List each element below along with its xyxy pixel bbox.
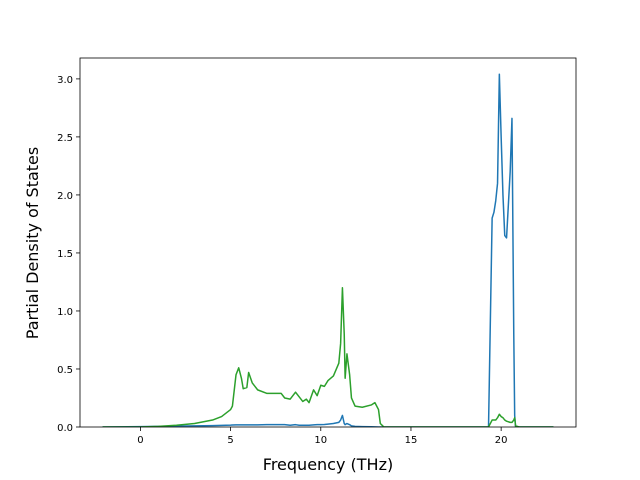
x-tick-label: 15 [405,435,418,446]
y-tick-label: 0.0 [57,423,73,434]
y-tick-label: 2.0 [57,191,73,202]
y-tick-label: 1.5 [57,249,73,260]
y-tick-label: 1.0 [57,307,73,318]
x-axis-label: Frequency (THz) [263,455,393,474]
y-tick-label: 0.5 [57,365,73,376]
y-axis-label: Partial Density of States [23,147,42,339]
x-tick-label: 0 [137,435,143,446]
x-tick-label: 10 [314,435,327,446]
y-tick-label: 3.0 [57,75,73,86]
plot-frame [79,57,577,428]
series-line [102,73,554,427]
x-tick-label: 20 [495,435,508,446]
series-line [102,287,554,427]
x-tick-label: 5 [227,435,233,446]
y-tick-label: 2.5 [57,133,73,144]
